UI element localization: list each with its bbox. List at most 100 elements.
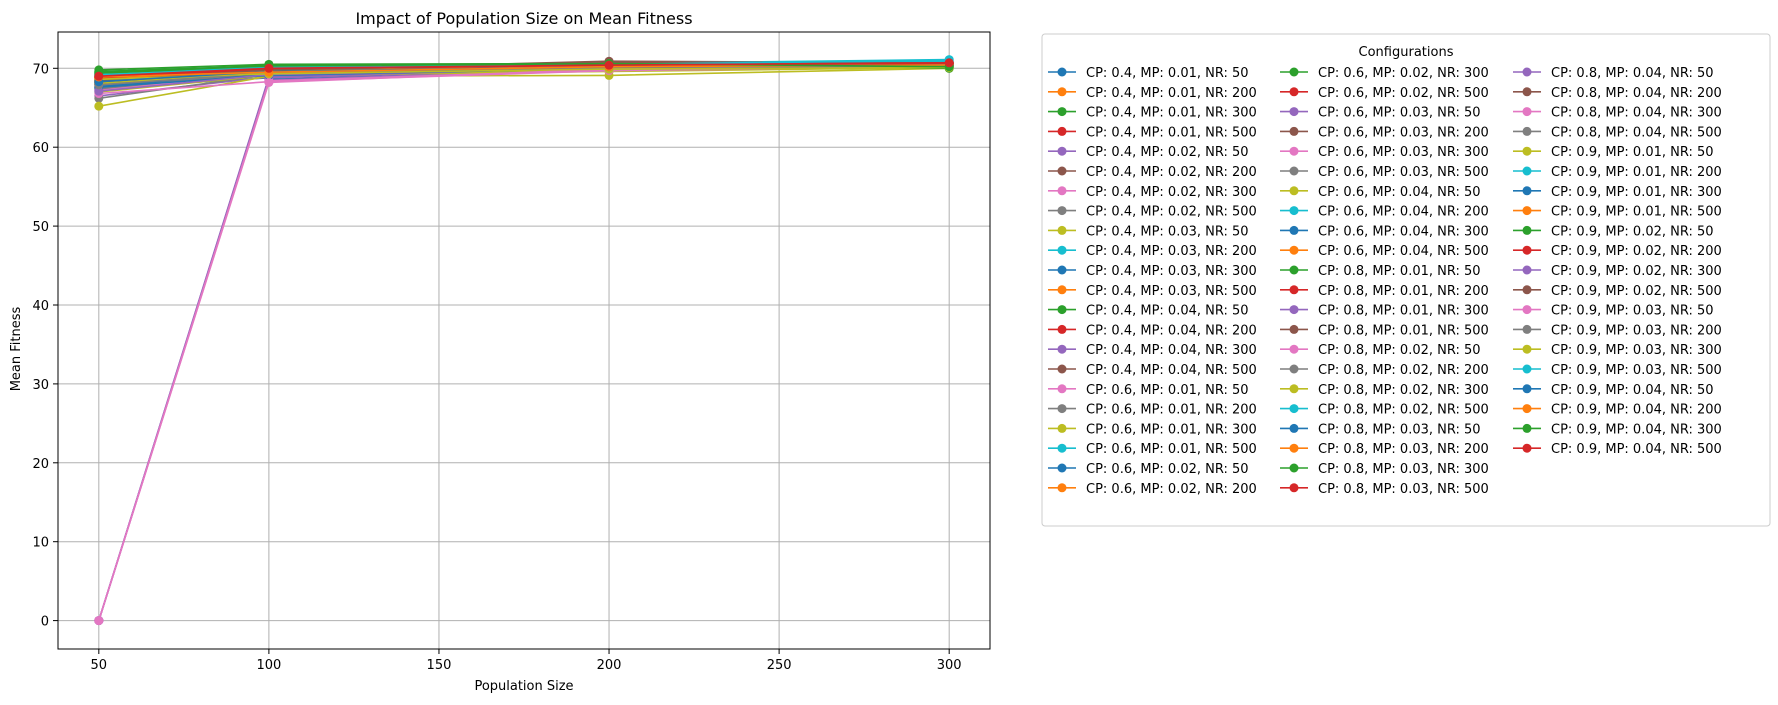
x-tick-label: 150 bbox=[427, 658, 452, 673]
legend-entry: CP: 0.9, MP: 0.03, NR: 500 bbox=[1513, 363, 1722, 378]
legend-swatch-marker bbox=[1522, 245, 1532, 255]
legend-swatch-marker bbox=[1522, 404, 1532, 414]
legend-entry: CP: 0.6, MP: 0.03, NR: 300 bbox=[1280, 145, 1489, 160]
legend-swatch-marker bbox=[1057, 423, 1067, 433]
legend-entry: CP: 0.6, MP: 0.02, NR: 500 bbox=[1280, 86, 1489, 101]
legend-swatch-marker bbox=[1057, 245, 1067, 255]
legend-label: CP: 0.6, MP: 0.01, NR: 200 bbox=[1086, 403, 1257, 418]
legend-label: CP: 0.9, MP: 0.01, NR: 500 bbox=[1551, 205, 1722, 220]
legend-swatch-marker bbox=[1522, 87, 1532, 97]
legend-entry: CP: 0.4, MP: 0.02, NR: 300 bbox=[1048, 185, 1257, 200]
legend-label: CP: 0.6, MP: 0.01, NR: 500 bbox=[1086, 442, 1257, 457]
legend-swatch-marker bbox=[1289, 186, 1299, 196]
legend-label: CP: 0.9, MP: 0.04, NR: 200 bbox=[1551, 403, 1722, 418]
data-point bbox=[94, 616, 104, 626]
legend-swatch-marker bbox=[1522, 305, 1532, 315]
legend-label: CP: 0.8, MP: 0.02, NR: 50 bbox=[1318, 343, 1481, 358]
legend-entry: CP: 0.9, MP: 0.01, NR: 500 bbox=[1513, 205, 1722, 220]
legend-label: CP: 0.6, MP: 0.02, NR: 50 bbox=[1086, 462, 1249, 477]
legend-label: CP: 0.6, MP: 0.03, NR: 200 bbox=[1318, 125, 1489, 140]
legend-swatch-marker bbox=[1522, 423, 1532, 433]
legend-label: CP: 0.4, MP: 0.02, NR: 300 bbox=[1086, 185, 1257, 200]
legend-swatch-marker bbox=[1289, 443, 1299, 453]
legend-swatch-marker bbox=[1289, 423, 1299, 433]
legend-entry: CP: 0.8, MP: 0.01, NR: 300 bbox=[1280, 304, 1489, 319]
legend-label: CP: 0.9, MP: 0.04, NR: 300 bbox=[1551, 422, 1722, 437]
legend-swatch-marker bbox=[1057, 107, 1067, 117]
legend-swatch-marker bbox=[1522, 344, 1532, 354]
y-axis-label: Mean Fitness bbox=[9, 306, 24, 391]
legend-entry: CP: 0.6, MP: 0.01, NR: 200 bbox=[1048, 403, 1257, 418]
legend-label: CP: 0.8, MP: 0.01, NR: 500 bbox=[1318, 323, 1489, 338]
legend-entry: CP: 0.6, MP: 0.03, NR: 200 bbox=[1280, 125, 1489, 140]
legend-entry: CP: 0.8, MP: 0.04, NR: 300 bbox=[1513, 106, 1722, 121]
legend-swatch-marker bbox=[1057, 67, 1067, 77]
legend-swatch-marker bbox=[1522, 146, 1532, 156]
legend-swatch-marker bbox=[1522, 443, 1532, 453]
legend-swatch-marker bbox=[1522, 225, 1532, 235]
legend-label: CP: 0.8, MP: 0.01, NR: 200 bbox=[1318, 284, 1489, 299]
legend-label: CP: 0.4, MP: 0.02, NR: 500 bbox=[1086, 205, 1257, 220]
data-point bbox=[94, 101, 104, 111]
legend-label: CP: 0.9, MP: 0.01, NR: 200 bbox=[1551, 165, 1722, 180]
legend-label: CP: 0.6, MP: 0.04, NR: 50 bbox=[1318, 185, 1481, 200]
legend-swatch-marker bbox=[1057, 87, 1067, 97]
legend-entry: CP: 0.9, MP: 0.03, NR: 300 bbox=[1513, 343, 1722, 358]
legend-label: CP: 0.9, MP: 0.02, NR: 300 bbox=[1551, 264, 1722, 279]
legend-label: CP: 0.4, MP: 0.04, NR: 200 bbox=[1086, 323, 1257, 338]
legend-label: CP: 0.8, MP: 0.04, NR: 500 bbox=[1551, 125, 1722, 140]
data-point bbox=[94, 71, 104, 81]
legend-swatch-marker bbox=[1057, 443, 1067, 453]
legend-label: CP: 0.8, MP: 0.02, NR: 200 bbox=[1318, 363, 1489, 378]
legend-label: CP: 0.8, MP: 0.02, NR: 300 bbox=[1318, 383, 1489, 398]
legend-swatch-marker bbox=[1289, 146, 1299, 156]
legend-entry: CP: 0.6, MP: 0.04, NR: 50 bbox=[1280, 185, 1481, 200]
legend-label: CP: 0.9, MP: 0.03, NR: 500 bbox=[1551, 363, 1722, 378]
legend-entry: CP: 0.6, MP: 0.04, NR: 500 bbox=[1280, 244, 1489, 259]
legend-swatch-marker bbox=[1289, 285, 1299, 295]
legend-swatch-marker bbox=[1522, 166, 1532, 176]
legend-label: CP: 0.9, MP: 0.04, NR: 500 bbox=[1551, 442, 1722, 457]
legend-entry: CP: 0.9, MP: 0.02, NR: 300 bbox=[1513, 264, 1722, 279]
legend-label: CP: 0.6, MP: 0.03, NR: 500 bbox=[1318, 165, 1489, 180]
y-tick-label: 0 bbox=[41, 615, 49, 630]
legend-swatch-marker bbox=[1057, 285, 1067, 295]
legend-entry: CP: 0.4, MP: 0.03, NR: 500 bbox=[1048, 284, 1257, 299]
legend-entry: CP: 0.8, MP: 0.04, NR: 50 bbox=[1513, 66, 1714, 81]
legend-label: CP: 0.8, MP: 0.04, NR: 50 bbox=[1551, 66, 1714, 81]
legend-swatch-marker bbox=[1522, 206, 1532, 216]
legend-label: CP: 0.9, MP: 0.03, NR: 200 bbox=[1551, 323, 1722, 338]
series-path bbox=[98, 62, 950, 77]
legend-entry: CP: 0.9, MP: 0.02, NR: 50 bbox=[1513, 224, 1714, 239]
x-tick-label: 250 bbox=[767, 658, 792, 673]
legend-label: CP: 0.6, MP: 0.03, NR: 50 bbox=[1318, 106, 1481, 121]
legend-entry: CP: 0.9, MP: 0.02, NR: 500 bbox=[1513, 284, 1722, 299]
legend-swatch-marker bbox=[1057, 463, 1067, 473]
legend-entry: CP: 0.8, MP: 0.03, NR: 300 bbox=[1280, 462, 1489, 477]
legend-entry: CP: 0.9, MP: 0.04, NR: 300 bbox=[1513, 422, 1722, 437]
legend-entry: CP: 0.8, MP: 0.02, NR: 300 bbox=[1280, 383, 1489, 398]
legend-entry: CP: 0.9, MP: 0.01, NR: 50 bbox=[1513, 145, 1714, 160]
legend-label: CP: 0.9, MP: 0.02, NR: 500 bbox=[1551, 284, 1722, 299]
x-tick-label: 50 bbox=[91, 658, 108, 673]
legend-label: CP: 0.6, MP: 0.02, NR: 200 bbox=[1086, 482, 1257, 497]
legend-label: CP: 0.4, MP: 0.01, NR: 500 bbox=[1086, 125, 1257, 140]
legend-label: CP: 0.4, MP: 0.02, NR: 50 bbox=[1086, 145, 1249, 160]
legend-entry: CP: 0.6, MP: 0.02, NR: 300 bbox=[1280, 66, 1489, 81]
legend-entry: CP: 0.6, MP: 0.01, NR: 50 bbox=[1048, 383, 1249, 398]
legend-swatch-marker bbox=[1057, 126, 1067, 136]
legend-swatch-marker bbox=[1057, 225, 1067, 235]
legend-entry: CP: 0.6, MP: 0.01, NR: 500 bbox=[1048, 442, 1257, 457]
x-axis-label: Population Size bbox=[474, 679, 573, 694]
legend-entry: CP: 0.6, MP: 0.03, NR: 50 bbox=[1280, 106, 1481, 121]
legend-entry: CP: 0.4, MP: 0.02, NR: 50 bbox=[1048, 145, 1249, 160]
legend-entry: CP: 0.6, MP: 0.04, NR: 300 bbox=[1280, 224, 1489, 239]
legend-entry: CP: 0.9, MP: 0.02, NR: 200 bbox=[1513, 244, 1722, 259]
data-point bbox=[264, 63, 274, 73]
legend-entry: CP: 0.8, MP: 0.02, NR: 200 bbox=[1280, 363, 1489, 378]
legend-label: CP: 0.8, MP: 0.03, NR: 500 bbox=[1318, 482, 1489, 497]
legend-label: CP: 0.9, MP: 0.01, NR: 50 bbox=[1551, 145, 1714, 160]
legend-label: CP: 0.6, MP: 0.04, NR: 300 bbox=[1318, 224, 1489, 239]
